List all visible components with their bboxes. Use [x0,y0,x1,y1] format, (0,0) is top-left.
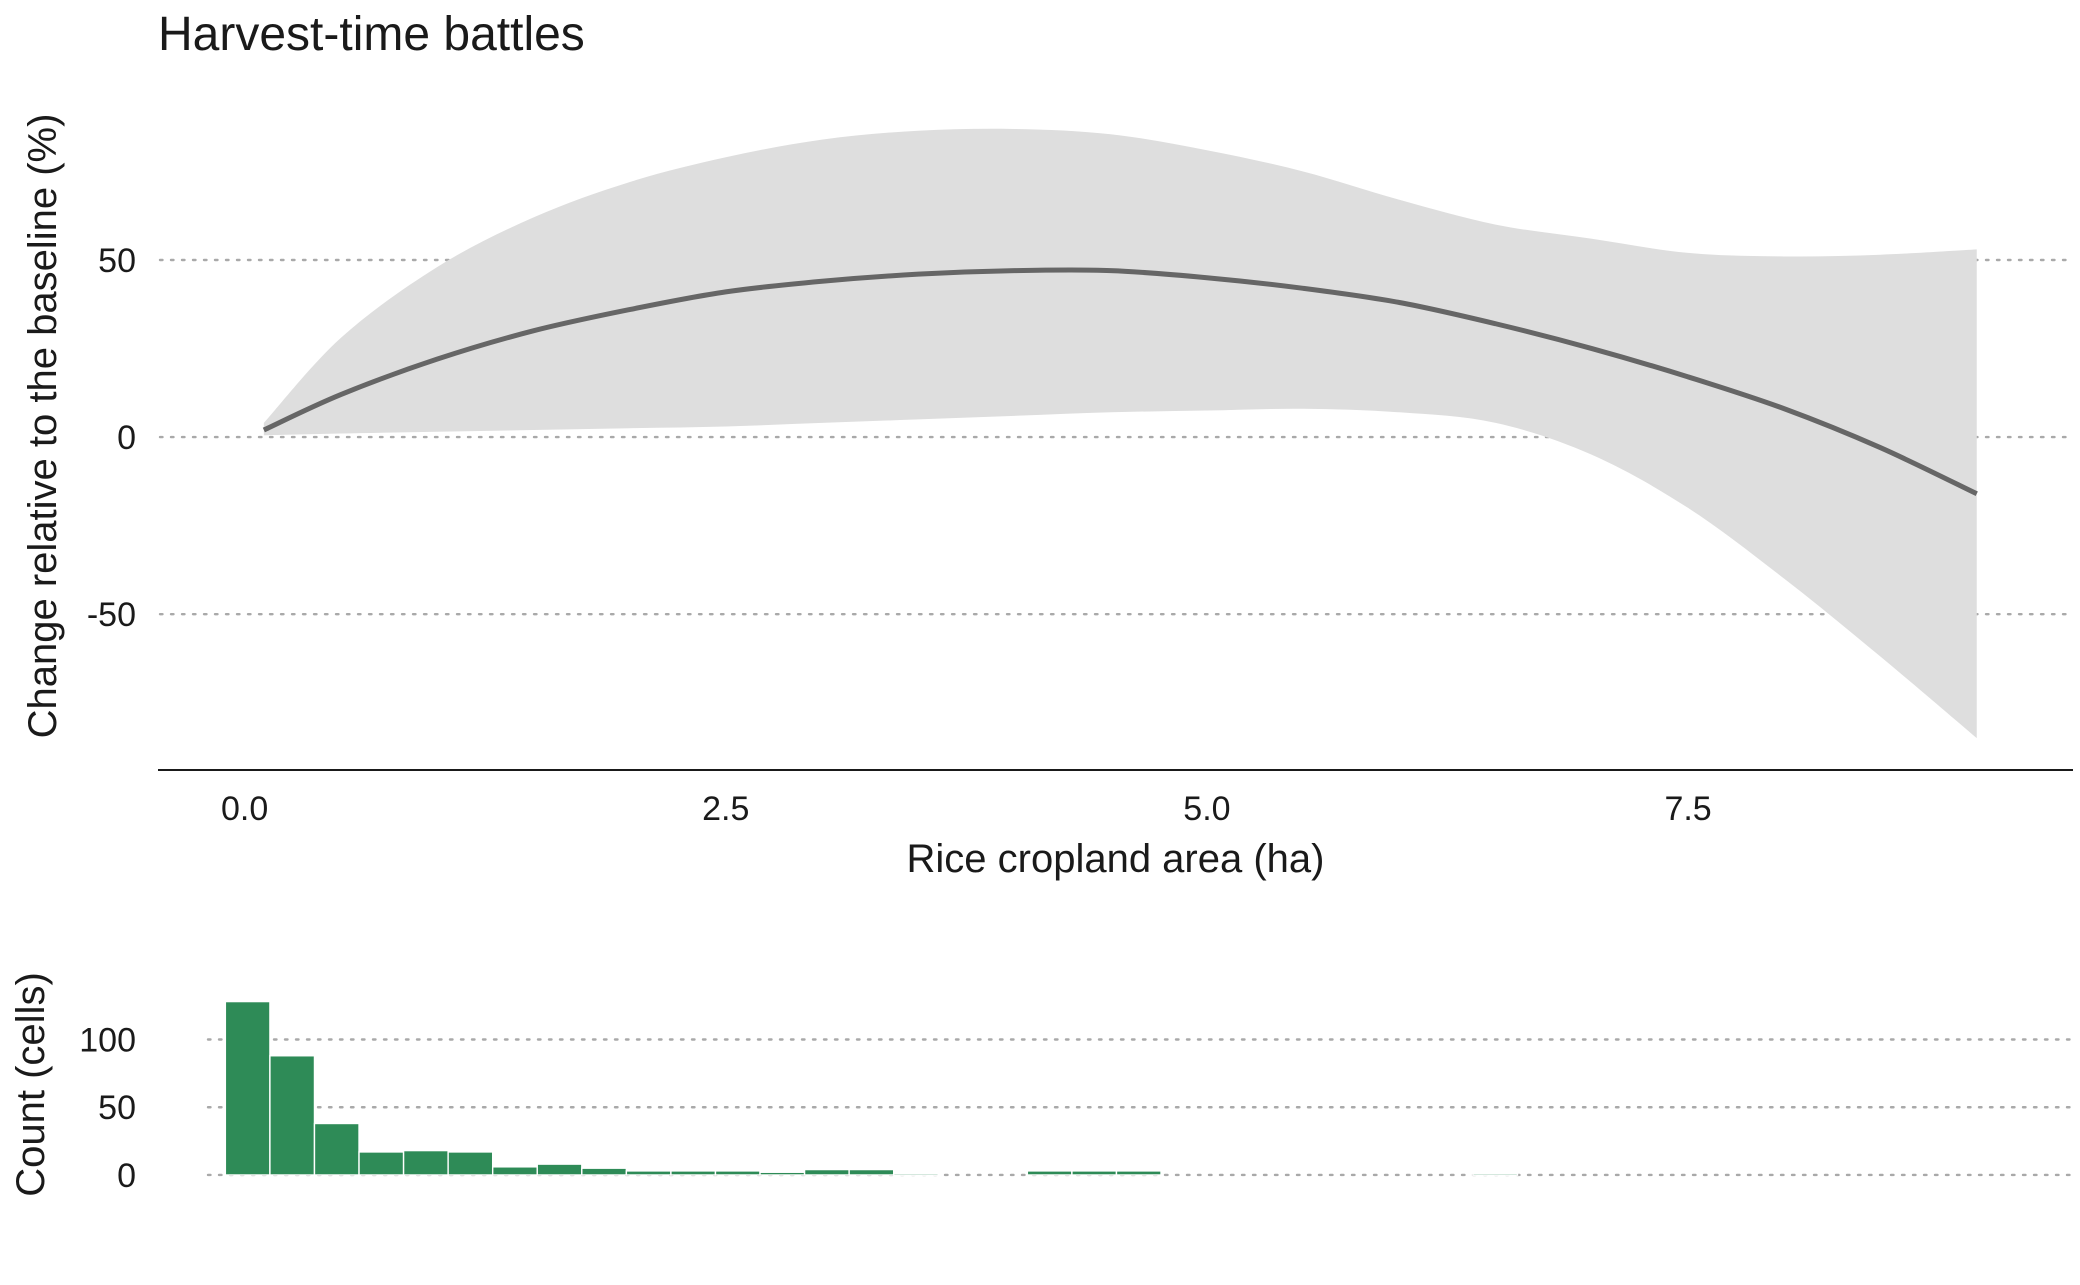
y-tick-label: -50 [87,596,136,634]
x-tick-label: 2.5 [702,790,749,828]
histogram-bar [1071,1170,1118,1176]
y-tick-label: 0 [117,419,136,457]
histogram-bar [269,1055,316,1176]
hist-y-tick-label: 0 [117,1157,136,1195]
y-axis-title: Change relative to the baseline (%) [21,114,65,739]
hist-y-tick-label: 100 [79,1022,136,1060]
histogram-bar [848,1168,895,1176]
histogram-bar [581,1167,628,1176]
chart-title: Harvest-time battles [158,8,585,61]
y-tick-label: 50 [98,242,136,280]
histogram-bar [759,1171,806,1176]
histogram-bar [1026,1170,1073,1176]
histogram-bar [536,1163,583,1176]
histogram-bar [491,1166,538,1176]
histogram-bar [358,1151,405,1176]
fitted-line [262,267,1978,497]
histogram-bar [402,1149,449,1176]
confidence-ribbon [263,128,1977,739]
histogram-bar [625,1170,672,1176]
hist-y-axis-title: Count (cells) [9,972,53,1197]
x-tick-label: 0.0 [221,790,268,828]
histogram-bar [313,1122,360,1176]
histogram-bar [1472,1172,1519,1176]
histogram-bar [1115,1170,1162,1176]
hist-y-tick-label: 50 [98,1089,136,1127]
histogram-panel: 100 50 0 Count (cells) [9,972,2075,1197]
x-tick-label: 5.0 [1183,790,1230,828]
x-axis-title: Rice cropland area (ha) [907,837,1325,881]
histogram-bar [224,1000,271,1176]
smooth-panel: 50 0 -50 0.0 2.5 5.0 7.5 Rice cropland area (ha… [21,114,2075,881]
histogram-bar [447,1151,494,1176]
histogram-bar [670,1170,717,1176]
x-tick-label: 7.5 [1664,790,1711,828]
histogram-bar [714,1170,761,1176]
histogram-bar [803,1168,850,1176]
histogram-bar [892,1172,939,1176]
